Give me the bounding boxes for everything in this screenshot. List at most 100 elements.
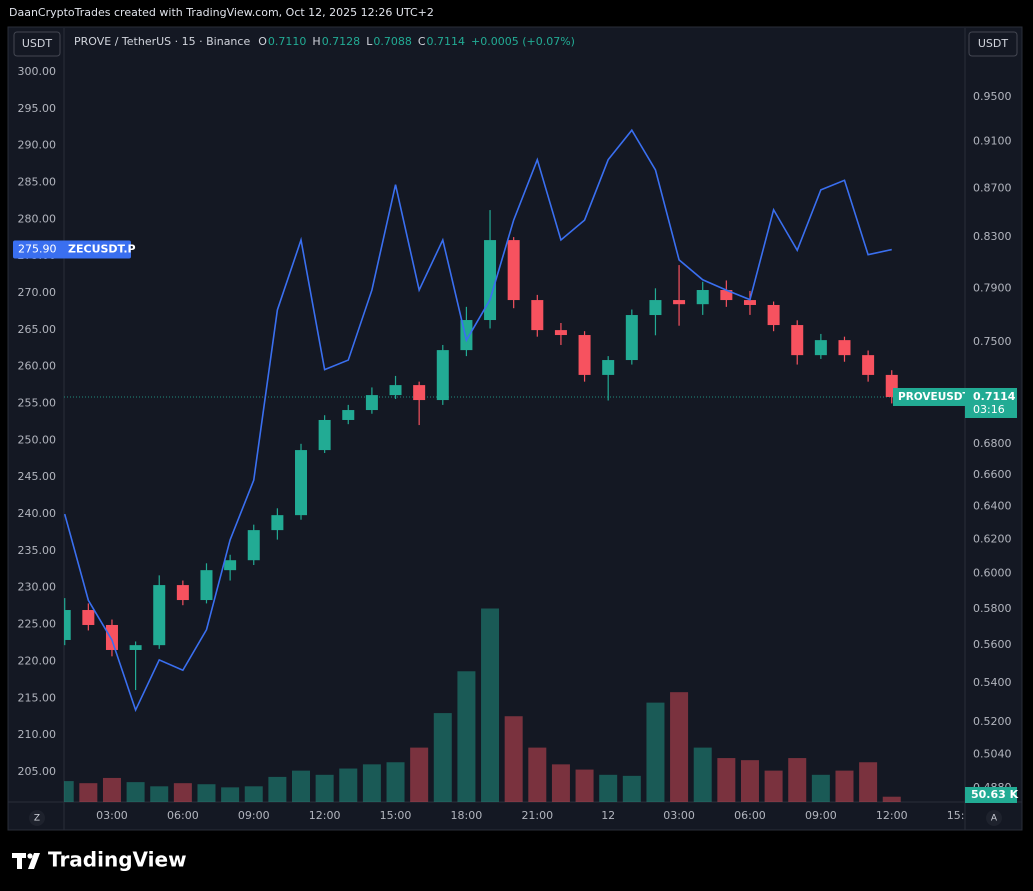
right-tick-label: 0.9500: [973, 90, 1012, 103]
right-tick-label: 0.5040: [973, 747, 1012, 760]
right-tick-label: 0.5600: [973, 638, 1012, 651]
volume-bar: [551, 764, 570, 802]
volume-bar: [575, 769, 594, 802]
left-tick-label: 265.00: [18, 323, 57, 336]
volume-bar: [339, 768, 358, 802]
left-tick-label: 300.00: [18, 65, 57, 78]
legend-value: 0.7114: [427, 35, 466, 48]
volume-bar: [882, 796, 901, 802]
right-tick-label: 0.5800: [973, 602, 1012, 615]
x-tick-label: 09:00: [805, 809, 837, 822]
candle-body: [436, 350, 449, 401]
right-unit[interactable]: USDT: [978, 37, 1009, 50]
right-tick-label: 0.8700: [973, 181, 1012, 194]
legend-value: 0.7110: [268, 35, 307, 48]
x-tick-label: 15:00: [380, 809, 412, 822]
candle-body: [318, 419, 331, 451]
candle-body: [743, 300, 756, 305]
x-tick-label: 09:00: [238, 809, 270, 822]
candle-body: [342, 410, 355, 420]
series-tag-name: ZECUSDT.P: [68, 243, 136, 256]
left-unit[interactable]: USDT: [22, 37, 53, 50]
candle-body: [720, 290, 733, 301]
volume-tag: 50.63 K: [971, 788, 1019, 801]
left-tick-label: 240.00: [18, 507, 57, 520]
volume-bar: [670, 692, 689, 802]
price-tag-countdown: 03:16: [973, 403, 1005, 416]
left-unit-button[interactable]: [13, 31, 61, 57]
volume-bar: [788, 758, 807, 802]
price-tag-bg: [965, 387, 1017, 418]
candle-body: [295, 450, 308, 516]
x-tick-label: 18:00: [451, 809, 483, 822]
price-tag-value: 0.7114: [973, 390, 1016, 403]
left-tick-label: 225.00: [18, 618, 57, 631]
left-tick-label: 210.00: [18, 728, 57, 741]
volume-bar: [126, 782, 145, 802]
candle-body: [578, 335, 591, 375]
time-axis: 03:00 06:00 09:00 12:00 15:00 18:00 21:00 12 03:…: [96, 809, 979, 822]
x-tick-label: 12:00: [309, 809, 341, 822]
left-tick-label: 270.00: [18, 286, 57, 299]
legend-symbol: PROVE / TetherUS · 15 · Binance: [74, 35, 250, 48]
volume-bar: [315, 774, 334, 802]
volume-bar: [622, 775, 641, 802]
candle-body: [176, 585, 189, 601]
volume-bar: [150, 786, 169, 802]
left-tick-label: 255.00: [18, 397, 57, 410]
candle-body: [64, 610, 71, 640]
logo-text: TradingView: [48, 848, 187, 872]
volume-bar: [646, 702, 665, 802]
z-label[interactable]: Z: [34, 814, 40, 824]
z-button[interactable]: [29, 810, 45, 826]
candle-body: [767, 304, 780, 326]
right-tick-label: 0.6600: [973, 468, 1012, 481]
left-tick-label: 215.00: [18, 691, 57, 704]
x-tick-label: 03:00: [663, 809, 695, 822]
candle-body: [554, 330, 567, 336]
legend-value: 0.7088: [373, 35, 412, 48]
volume-bar: [599, 774, 618, 802]
logo-icon: [12, 853, 40, 869]
volume-tag-bg: [965, 787, 1017, 803]
x-tick-label: 06:00: [734, 809, 766, 822]
left-tick-label: 290.00: [18, 139, 57, 152]
left-tick-label: 295.00: [18, 102, 57, 115]
candle-body: [247, 530, 260, 561]
right-unit-button[interactable]: [968, 31, 1018, 57]
volume-bar: [835, 770, 854, 802]
candle-body: [271, 515, 284, 531]
left-tick-label: 245.00: [18, 470, 57, 483]
candle-body: [862, 355, 875, 375]
volume-bar: [386, 762, 405, 802]
left-tick-label: 220.00: [18, 654, 57, 667]
left-tick-label: 285.00: [18, 176, 57, 189]
volume-bar: [292, 770, 311, 802]
candle-body: [389, 385, 402, 396]
a-button[interactable]: [986, 810, 1002, 826]
right-tick-label: 0.5200: [973, 715, 1012, 728]
x-tick-label: 15:00: [947, 809, 979, 822]
candle-body: [365, 395, 378, 411]
candle-body: [791, 325, 804, 356]
series-tag: [13, 240, 131, 259]
a-label[interactable]: A: [991, 814, 998, 824]
left-tick-label: 250.00: [18, 433, 57, 446]
legend-key: L: [366, 35, 373, 48]
legend-key: O: [258, 35, 267, 48]
candle-body: [602, 360, 615, 375]
right-tick-label: 0.6200: [973, 533, 1012, 546]
candle-body: [814, 340, 827, 356]
series-tag-value: 275.90: [18, 243, 57, 256]
candle-body: [649, 300, 662, 316]
volume-bar: [197, 784, 216, 802]
left-tick-label: 235.00: [18, 544, 57, 557]
legend-key: H: [312, 35, 320, 48]
volume-bar: [173, 783, 192, 802]
legend-value: 0.7128: [322, 35, 361, 48]
candle-body: [413, 385, 426, 401]
right-tick-label: 0.6400: [973, 500, 1012, 513]
legend-key: C: [418, 35, 426, 48]
price-tag-name: PROVEUSDT: [898, 391, 971, 403]
left-tick-label: 260.00: [18, 360, 57, 373]
